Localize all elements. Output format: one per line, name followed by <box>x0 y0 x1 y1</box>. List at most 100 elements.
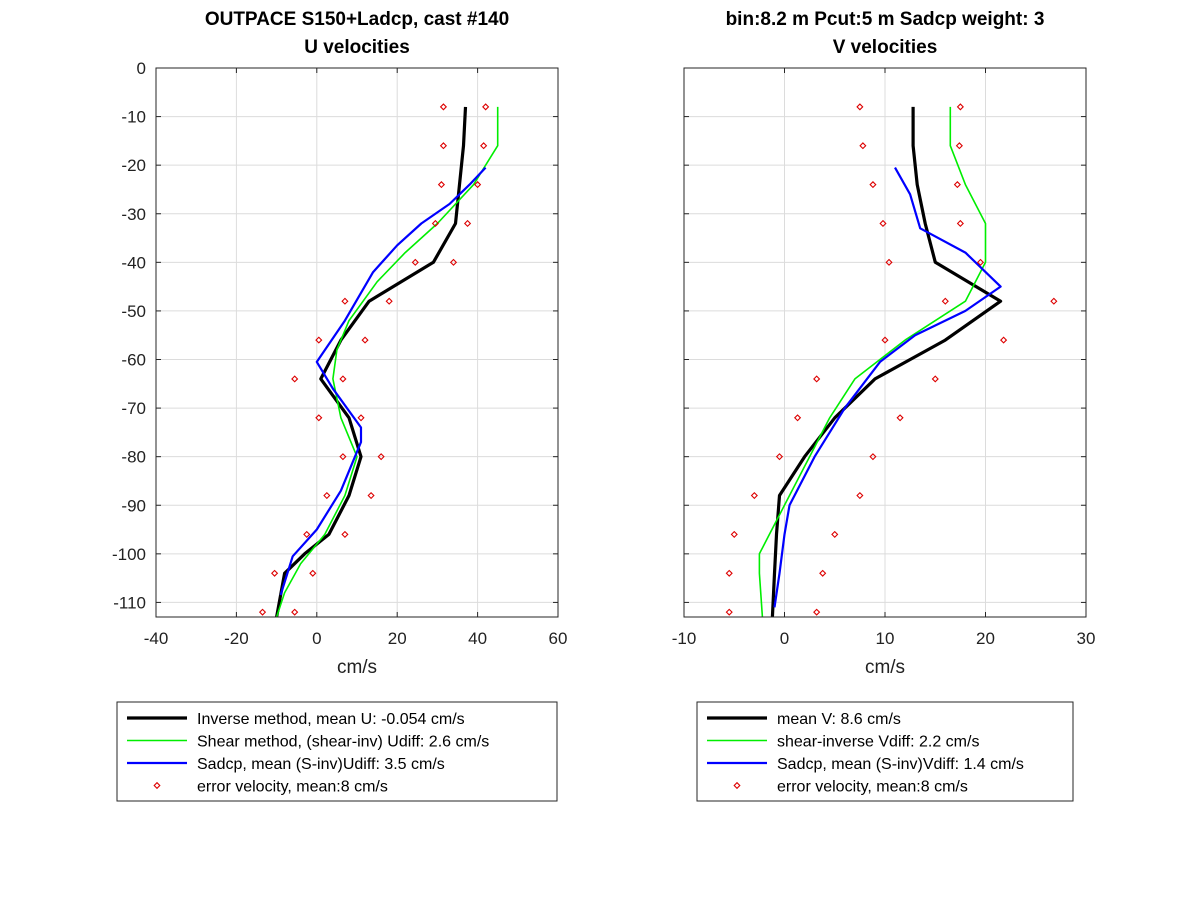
u-y-tick-label: 0 <box>137 59 146 78</box>
u-x-tick-label: 60 <box>549 629 568 648</box>
u-y-tick-label: -10 <box>121 108 146 127</box>
u-legend-entry: Inverse method, mean U: -0.054 cm/s <box>197 711 465 728</box>
u-legend-entry: Sadcp, mean (S-inv)Udiff: 3.5 cm/s <box>197 756 445 773</box>
v-sadcp-line <box>773 167 1002 608</box>
v-error-velocity-marker <box>955 142 963 150</box>
u-y-tick-label: -20 <box>121 156 146 175</box>
v-error-velocity-marker <box>813 608 821 616</box>
u-sadcp-line <box>279 166 487 596</box>
v-panel-title-line1: bin:8.2 m Pcut:5 m Sadcp weight: 3 <box>726 9 1045 30</box>
u-error-velocity-marker <box>357 414 365 422</box>
u-x-tick-label: -40 <box>144 629 169 648</box>
v-error-velocity-marker <box>956 103 964 111</box>
u-legend-box <box>116 701 558 802</box>
u-error-velocity-marker <box>439 142 448 150</box>
u-error-velocity-marker <box>437 181 445 189</box>
v-legend: mean V: 8.6 cm/s shear-inverse Vdiff: 2.2… <box>696 701 1074 802</box>
v-error-velocity-marker <box>831 530 839 538</box>
v-error-velocity-marker <box>869 453 877 461</box>
v-velocity-panel: bin:8.2 m Pcut:5 m Sadcp weight: 3 V vel… <box>672 9 1096 802</box>
v-error-velocity-marker <box>976 258 985 266</box>
v-legend-entry: shear-inverse Vdiff: 2.2 cm/s <box>777 734 979 751</box>
u-error-velocity-marker <box>303 530 311 538</box>
u-x-tick-label: 40 <box>468 629 487 648</box>
v-x-tick-label: 20 <box>976 629 995 648</box>
v-panel-title-line2: V velocities <box>833 37 938 58</box>
u-y-tick-label: -100 <box>112 545 146 564</box>
u-error-velocity-marker <box>291 375 299 383</box>
u-y-tick-label: -90 <box>121 496 146 515</box>
v-error-velocity-marker <box>885 258 893 266</box>
v-x-tick-label: 0 <box>780 629 789 648</box>
u-x-tick-label: -20 <box>224 629 249 648</box>
v-error-velocity-marker <box>859 142 867 150</box>
u-legend: Inverse method, mean U: -0.054 cm/s Shear… <box>116 701 558 802</box>
v-x-tick-label: 30 <box>1077 629 1096 648</box>
v-error-velocity-marker <box>793 414 802 422</box>
u-error-velocity-marker <box>361 336 369 344</box>
v-error-velocity-marker <box>856 491 864 500</box>
u-error-velocity-marker <box>463 219 472 228</box>
v-legend-entry: Sadcp, mean (S-inv)Vdiff: 1.4 cm/s <box>777 756 1024 773</box>
u-axes-frame <box>155 67 559 618</box>
v-error-velocity-marker <box>730 530 738 538</box>
v-legend-swatch-marker <box>733 781 741 790</box>
v-x-tick-label: -10 <box>672 629 697 648</box>
u-x-tick-label: 0 <box>312 629 321 648</box>
v-error-velocity-marker <box>879 219 887 228</box>
u-error-velocity-marker <box>449 258 458 266</box>
v-error-velocity-marker <box>931 375 939 383</box>
u-error-velocity-marker <box>315 336 323 344</box>
v-error-velocity-marker <box>956 219 964 228</box>
v-error-velocity-marker <box>856 103 864 111</box>
u-error-velocity-marker <box>431 219 439 228</box>
v-shear-line <box>758 106 987 618</box>
u-error-velocity-marker <box>411 258 419 266</box>
v-error-velocity-marker <box>953 181 961 189</box>
u-y-tick-label: -60 <box>121 351 146 370</box>
u-y-tick-label: -110 <box>113 593 146 612</box>
u-y-tick-label: -40 <box>121 253 146 272</box>
u-y-tick-label: -80 <box>121 448 146 467</box>
u-y-tick-label: -30 <box>121 205 146 224</box>
u-error-velocity-marker <box>315 414 323 422</box>
u-error-velocity-marker <box>271 569 279 577</box>
u-error-velocity-marker <box>439 103 448 111</box>
u-legend-swatch-marker <box>153 781 161 790</box>
v-error-velocity-marker <box>819 569 827 577</box>
v-error-velocity-marker <box>775 453 784 461</box>
u-legend-entry: Shear method, (shear-inv) Udiff: 2.6 cm/… <box>197 734 489 751</box>
u-panel-title-line1: OUTPACE S150+Ladcp, cast #140 <box>205 9 509 30</box>
u-error-velocity-marker <box>482 103 490 111</box>
u-error-velocity-marker <box>385 297 393 305</box>
u-x-tick-label: 20 <box>388 629 407 648</box>
u-shear-line <box>275 106 499 618</box>
u-y-tick-label: -70 <box>121 399 146 418</box>
u-error-velocity-marker <box>377 453 385 461</box>
v-x-axis-label: cm/s <box>865 657 905 678</box>
v-x-tick-label: 10 <box>876 629 895 648</box>
u-error-velocity-marker <box>474 181 482 189</box>
u-panel-title-line2: U velocities <box>304 37 410 58</box>
v-error-velocity-marker <box>813 375 821 383</box>
v-error-velocity-marker <box>750 491 758 500</box>
u-error-velocity-marker <box>367 491 375 500</box>
v-error-velocity-marker <box>725 608 733 616</box>
u-velocity-panel: OUTPACE S150+Ladcp, cast #140 U velociti… <box>112 9 568 802</box>
u-error-velocity-marker <box>341 297 349 305</box>
v-error-velocity-marker <box>1000 336 1008 344</box>
v-error-velocity-marker <box>896 414 904 422</box>
v-error-velocity-marker <box>881 336 889 344</box>
v-inverse-line <box>770 106 1003 618</box>
u-error-velocity-marker <box>480 142 488 150</box>
u-error-velocity-marker <box>323 491 331 500</box>
v-error-velocity-marker <box>725 569 733 577</box>
u-error-velocity-marker <box>291 608 299 616</box>
u-legend-entry: error velocity, mean:8 cm/s <box>197 779 388 796</box>
u-error-velocity-marker <box>341 530 349 538</box>
u-error-velocity-marker <box>258 608 267 616</box>
u-y-tick-label: -50 <box>121 302 146 321</box>
u-error-velocity-marker <box>339 375 347 383</box>
v-error-velocity-marker <box>941 297 949 305</box>
